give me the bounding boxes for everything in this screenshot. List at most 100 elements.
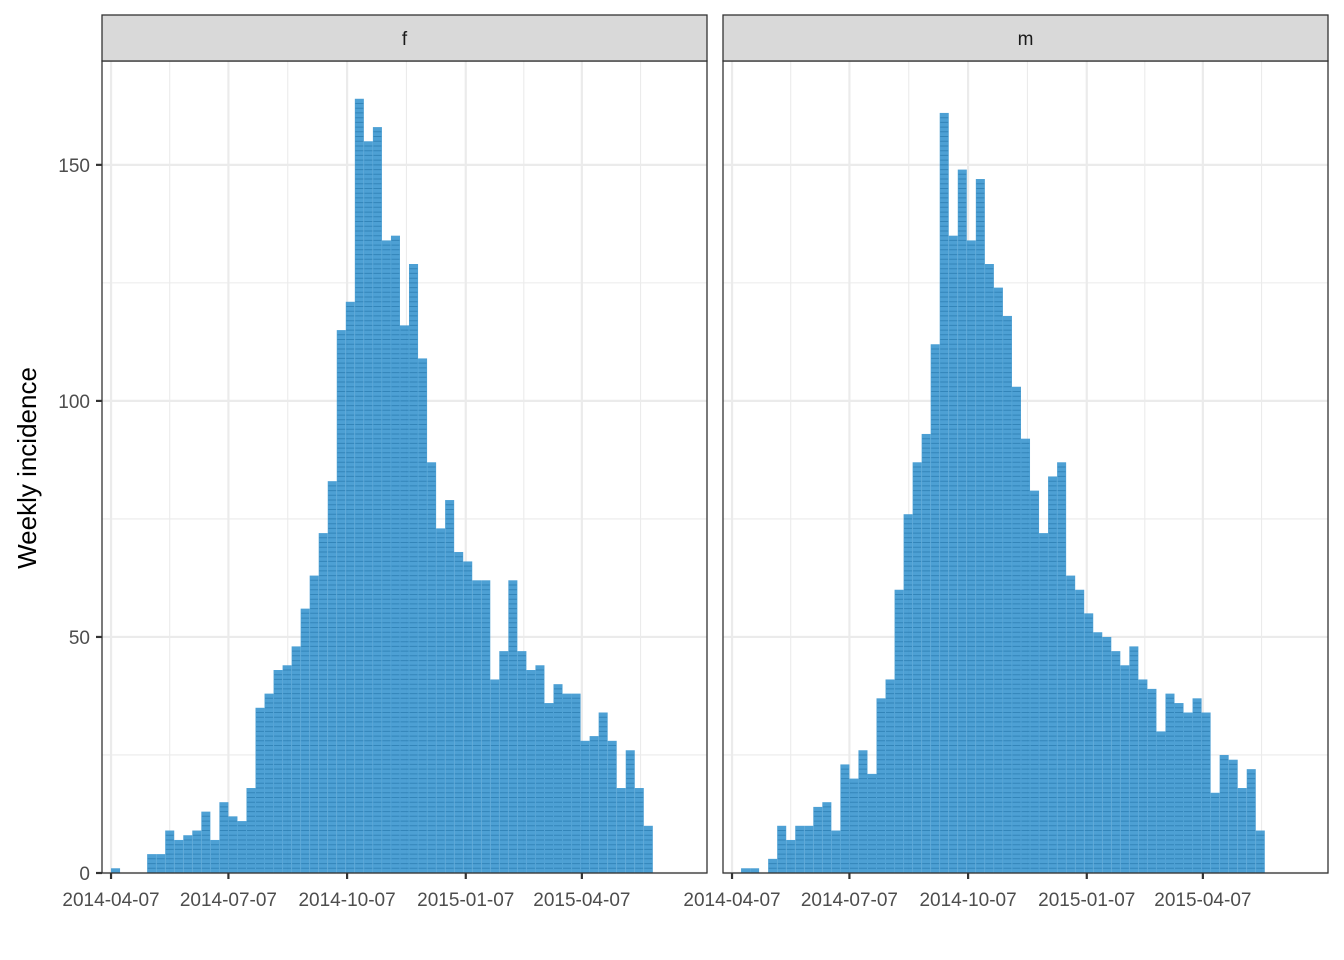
bar-case-segments xyxy=(1057,466,1066,869)
case-segment-lines xyxy=(985,268,994,869)
bar-case-segments xyxy=(481,584,490,869)
bar-f xyxy=(174,839,184,873)
bar-case-segments xyxy=(608,745,617,869)
bar-m xyxy=(840,764,850,873)
case-segment-lines xyxy=(958,173,967,869)
case-segment-lines xyxy=(1184,716,1193,869)
case-segment-lines xyxy=(1030,494,1039,869)
case-segment-lines xyxy=(517,655,526,869)
bar-case-segments xyxy=(858,754,867,869)
case-segment-lines xyxy=(337,334,346,869)
case-segment-lines xyxy=(445,504,454,869)
case-segment-lines xyxy=(237,825,246,869)
bar-case-segments xyxy=(813,811,822,869)
bar-case-segments xyxy=(1247,773,1256,869)
bar-case-segments xyxy=(768,863,777,869)
x-tick-label: 2014-04-07 xyxy=(62,890,159,911)
bar-case-segments xyxy=(994,291,1003,869)
bar-case-segments xyxy=(445,504,454,869)
bar-case-segments xyxy=(1138,683,1147,869)
case-segment-lines xyxy=(526,674,535,869)
case-segment-lines xyxy=(328,485,337,869)
case-segment-lines xyxy=(156,858,165,869)
case-segment-lines xyxy=(355,103,364,869)
bar-case-segments xyxy=(1156,735,1165,869)
case-segment-lines xyxy=(1156,735,1165,869)
bar-m xyxy=(1030,490,1040,873)
bar-case-segments xyxy=(237,825,246,869)
bar-case-segments xyxy=(1084,617,1093,869)
bar-case-segments xyxy=(868,778,876,869)
bar-case-segments xyxy=(949,239,958,869)
bar-f xyxy=(589,736,599,873)
case-segment-lines xyxy=(481,584,490,869)
bar-case-segments xyxy=(1193,702,1202,869)
x-tick-label: 2015-01-07 xyxy=(417,890,514,911)
case-segment-lines xyxy=(1120,669,1129,869)
case-segment-lines xyxy=(868,778,876,869)
bar-case-segments xyxy=(1129,650,1138,869)
bar-case-segments xyxy=(247,792,255,869)
y-tick-label: 0 xyxy=(79,864,90,885)
bar-m xyxy=(867,773,877,873)
case-segment-lines xyxy=(608,745,617,869)
bar-case-segments xyxy=(822,806,831,869)
case-segment-lines xyxy=(895,594,904,869)
x-tick-label: 2015-04-07 xyxy=(533,890,630,911)
bar-m xyxy=(1219,754,1229,873)
bar-case-segments xyxy=(922,438,931,869)
case-segment-lines xyxy=(1202,716,1211,869)
bar-case-segments xyxy=(364,145,373,869)
case-segment-lines xyxy=(436,532,445,869)
case-segment-lines xyxy=(804,830,813,869)
bar-case-segments xyxy=(913,466,922,869)
case-segment-lines xyxy=(886,683,895,869)
case-segment-lines xyxy=(283,669,292,869)
bar-case-segments xyxy=(391,239,400,869)
bar-m xyxy=(1255,830,1265,873)
case-segment-lines xyxy=(599,716,608,869)
case-segment-lines xyxy=(319,537,328,869)
bar-case-segments xyxy=(192,834,201,869)
facet-panel-m: m 2014-04-07 2014-07-07 2014-10-07 2015-01-0… xyxy=(683,14,1329,911)
case-segment-lines xyxy=(1111,655,1120,869)
case-segment-lines xyxy=(1166,697,1174,869)
case-segment-lines xyxy=(795,830,804,869)
case-segment-lines xyxy=(913,466,922,869)
case-segment-lines xyxy=(147,858,156,869)
bar-case-segments xyxy=(572,697,581,869)
bar-m xyxy=(921,433,931,873)
bar-case-segments xyxy=(581,745,590,869)
bar-case-segments xyxy=(436,532,445,869)
case-segment-lines xyxy=(165,834,174,869)
bar-case-segments xyxy=(1220,759,1229,869)
case-segment-lines xyxy=(1093,636,1102,869)
case-segment-lines xyxy=(418,362,427,869)
bar-f xyxy=(490,679,500,873)
bar-f xyxy=(526,670,536,873)
case-segment-lines xyxy=(535,669,544,869)
bar-case-segments xyxy=(210,844,219,869)
case-segment-lines xyxy=(391,239,400,869)
case-segment-lines xyxy=(373,131,382,869)
case-segment-lines xyxy=(301,612,310,869)
bar-case-segments xyxy=(554,688,562,869)
bar-case-segments xyxy=(1229,763,1238,869)
bar-f xyxy=(309,575,319,873)
bar-case-segments xyxy=(256,712,264,869)
case-segment-lines xyxy=(554,688,562,869)
case-segment-lines xyxy=(644,830,653,869)
bar-case-segments xyxy=(1166,697,1174,869)
bar-case-segments xyxy=(535,669,544,869)
bar-m xyxy=(1057,462,1067,873)
case-segment-lines xyxy=(940,117,949,869)
bar-m xyxy=(939,112,949,873)
bar-m xyxy=(1192,698,1202,873)
case-segment-lines xyxy=(831,834,840,869)
case-segment-lines xyxy=(1138,683,1147,869)
bar-case-segments xyxy=(301,612,310,869)
case-segment-lines xyxy=(310,579,319,869)
bar-m xyxy=(1210,792,1220,873)
bar-f xyxy=(201,811,211,873)
bar-case-segments xyxy=(292,650,301,869)
